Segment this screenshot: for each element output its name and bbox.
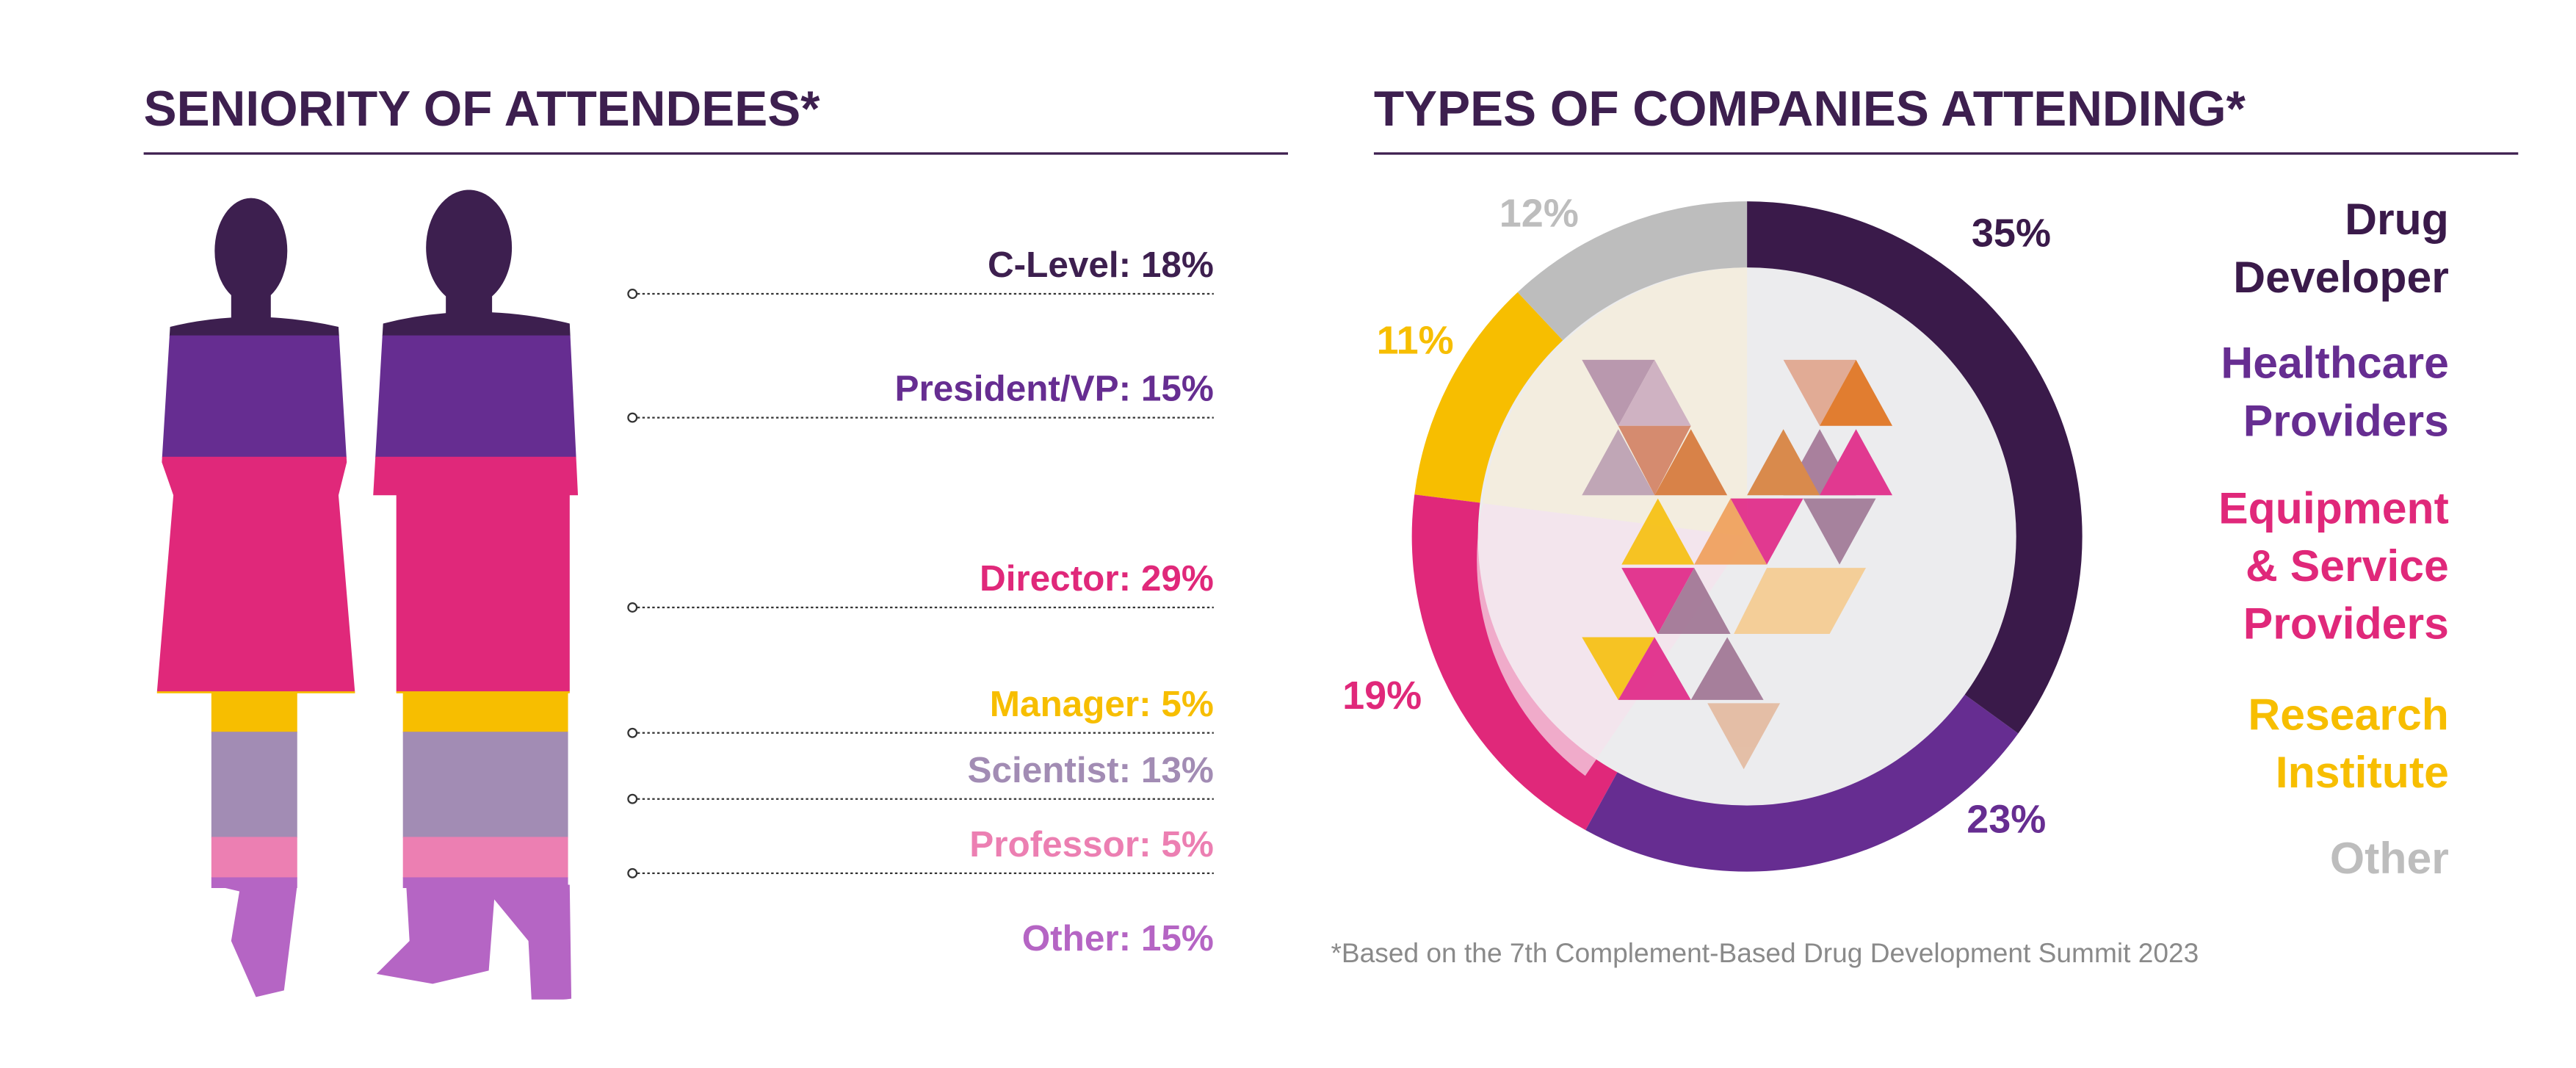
segment-label: 11% xyxy=(1377,319,1454,363)
segment-label: Scientist: 13% xyxy=(968,750,1214,790)
leader-dot xyxy=(627,867,638,878)
segment xyxy=(156,877,579,1000)
leader-dot xyxy=(627,793,638,804)
segment xyxy=(156,691,579,733)
segment xyxy=(156,732,579,838)
leader-dot xyxy=(627,602,638,613)
segment-label: 12% xyxy=(1499,192,1579,236)
segment-label: 35% xyxy=(1972,212,2051,256)
segment xyxy=(156,456,579,693)
segment-label: Manager: 5% xyxy=(990,684,1214,724)
segment xyxy=(156,190,579,336)
legend-entry: Research Institute xyxy=(2248,690,2449,798)
figures xyxy=(156,190,579,1000)
donut-segment xyxy=(1747,201,2083,734)
chart-title: TYPES OF COMPANIES ATTENDING* xyxy=(1373,82,2246,137)
donut-segment xyxy=(1585,693,2019,872)
leader-lines xyxy=(627,289,1214,878)
legend-entry: Equipment & Service Providers xyxy=(2218,483,2449,649)
segment-label: 19% xyxy=(1342,674,1422,718)
leader-dot xyxy=(627,727,638,738)
donut-segment xyxy=(1517,201,1748,342)
leader-dot xyxy=(627,289,638,299)
donut-segment xyxy=(1414,292,1564,503)
chart-title: SENIORITY OF ATTENDEES* xyxy=(143,82,820,137)
legend-entry: Healthcare Providers xyxy=(2221,338,2449,446)
footnote: *Based on the 7th Complement-Based Drug … xyxy=(1331,939,2199,970)
legend-entry: Drug Developer xyxy=(2233,195,2449,303)
segment-label: President/VP: 15% xyxy=(895,369,1214,409)
legend-entry: Other xyxy=(2329,833,2449,884)
segment-label: Other: 15% xyxy=(1022,918,1214,959)
segment-label: C-Level: 18% xyxy=(988,245,1214,285)
segment xyxy=(156,837,579,878)
donut xyxy=(1411,201,2083,872)
leader-dot xyxy=(627,412,638,423)
triangle-logo xyxy=(1582,359,1893,770)
segment-label: Director: 29% xyxy=(980,558,1214,599)
segment-label: 23% xyxy=(1967,797,2046,841)
segment xyxy=(156,335,579,458)
segment-label: Professor: 5% xyxy=(969,824,1214,865)
